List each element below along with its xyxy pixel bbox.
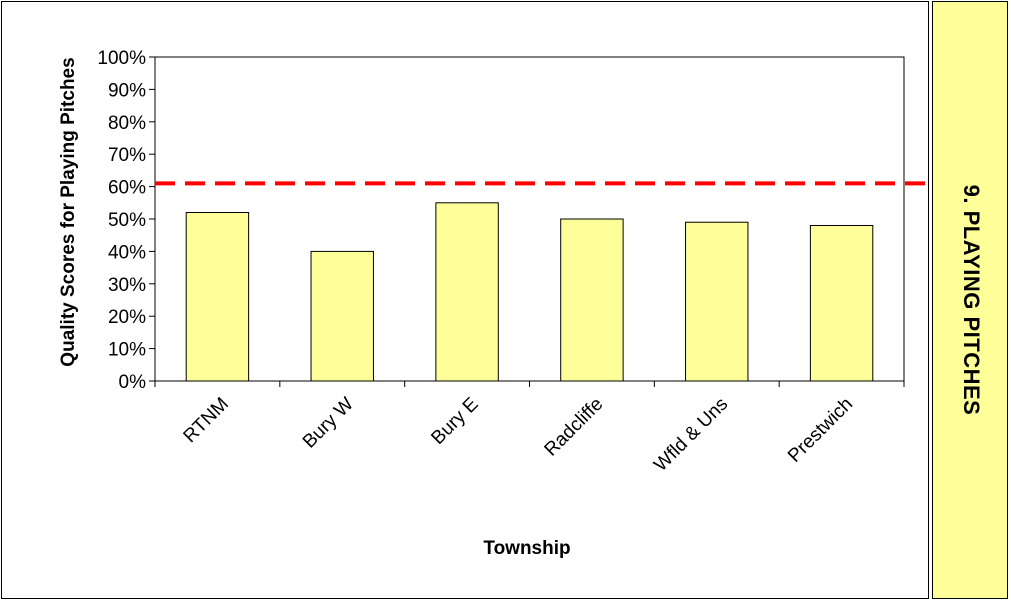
- y-axis-title: Quality Scores for Playing Pitches: [58, 57, 79, 366]
- x-tick-label: RTNM: [180, 394, 233, 447]
- y-tick-label: 60%: [108, 178, 146, 199]
- x-tick-label: Prestwich: [784, 394, 857, 467]
- x-tick-label: Bury W: [299, 394, 358, 453]
- y-tick-label: 30%: [108, 275, 146, 296]
- bar: [435, 202, 499, 382]
- bar-chart: Quality Scores for Playing Pitches Towns…: [58, 48, 928, 559]
- plot-area: [154, 56, 905, 382]
- y-tick-label: 10%: [108, 340, 146, 361]
- section-tab-label: 9. PLAYING PITCHES: [959, 184, 984, 416]
- x-axis-title: Township: [483, 538, 570, 559]
- chart-panel: Quality Scores for Playing Pitches Towns…: [1, 1, 929, 599]
- y-tick-label: 80%: [108, 113, 146, 134]
- y-tick-label: 20%: [108, 307, 146, 328]
- bar: [185, 212, 250, 382]
- y-tick-label: 0%: [119, 372, 147, 393]
- bar: [809, 224, 874, 382]
- bar: [560, 218, 624, 382]
- bar: [310, 250, 374, 382]
- y-tick-label: 40%: [108, 242, 146, 263]
- y-tick-label: 90%: [108, 80, 146, 101]
- y-tick-label: 100%: [97, 48, 146, 69]
- x-tick-label: Bury E: [427, 394, 482, 449]
- bar: [685, 221, 749, 382]
- y-tick-label: 50%: [108, 210, 146, 231]
- x-tick-label: Radcliffe: [541, 394, 608, 461]
- y-tick-label: 70%: [108, 145, 146, 166]
- x-tick-label: Wfld & Uns: [650, 394, 732, 476]
- section-tab: 9. PLAYING PITCHES: [932, 1, 1008, 599]
